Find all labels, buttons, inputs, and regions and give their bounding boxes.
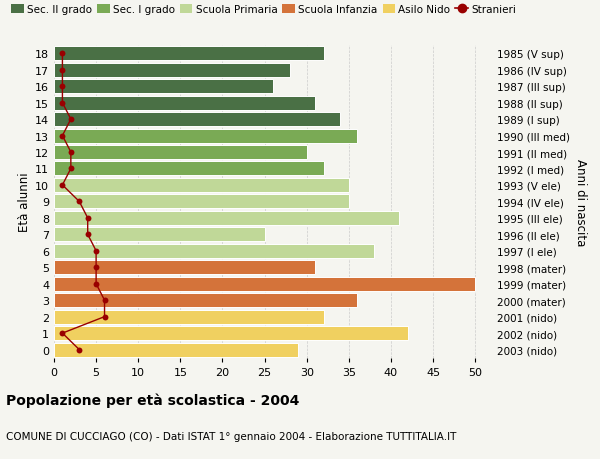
Point [58,83,67,90]
Bar [54,80,273,94]
Point [58,330,67,337]
Bar [54,212,400,225]
Bar [54,343,298,357]
Point [100,297,109,304]
Bar [54,294,357,308]
Text: Popolazione per età scolastica - 2004: Popolazione per età scolastica - 2004 [6,392,299,407]
Point [91,247,101,255]
Point [58,67,67,74]
Bar [54,179,349,192]
Bar [54,195,349,209]
Bar [54,261,315,274]
Point [58,100,67,107]
Y-axis label: Età alunni: Età alunni [18,172,31,232]
Point [91,280,101,288]
Bar [54,162,323,176]
Bar [54,146,307,160]
Bar [54,47,323,61]
Text: COMUNE DI CUCCIAGO (CO) - Dati ISTAT 1° gennaio 2004 - Elaborazione TUTTITALIA.I: COMUNE DI CUCCIAGO (CO) - Dati ISTAT 1° … [6,431,457,442]
Point [66,116,76,123]
Bar [54,244,374,258]
Point [100,313,109,321]
Bar [54,310,323,324]
Point [58,182,67,189]
Point [58,50,67,58]
Y-axis label: Anni di nascita: Anni di nascita [574,158,587,246]
Bar [54,277,475,291]
Legend: Sec. II grado, Sec. I grado, Scuola Primaria, Scuola Infanzia, Asilo Nido, Stran: Sec. II grado, Sec. I grado, Scuola Prim… [11,5,516,15]
Point [66,149,76,157]
Point [91,264,101,271]
Bar [54,113,340,127]
Point [74,346,84,353]
Bar [54,63,290,78]
Point [83,215,92,222]
Bar [54,129,357,143]
Bar [54,228,265,242]
Bar [54,96,315,110]
Bar [54,326,408,341]
Point [66,165,76,173]
Point [58,133,67,140]
Point [83,231,92,239]
Point [74,198,84,206]
